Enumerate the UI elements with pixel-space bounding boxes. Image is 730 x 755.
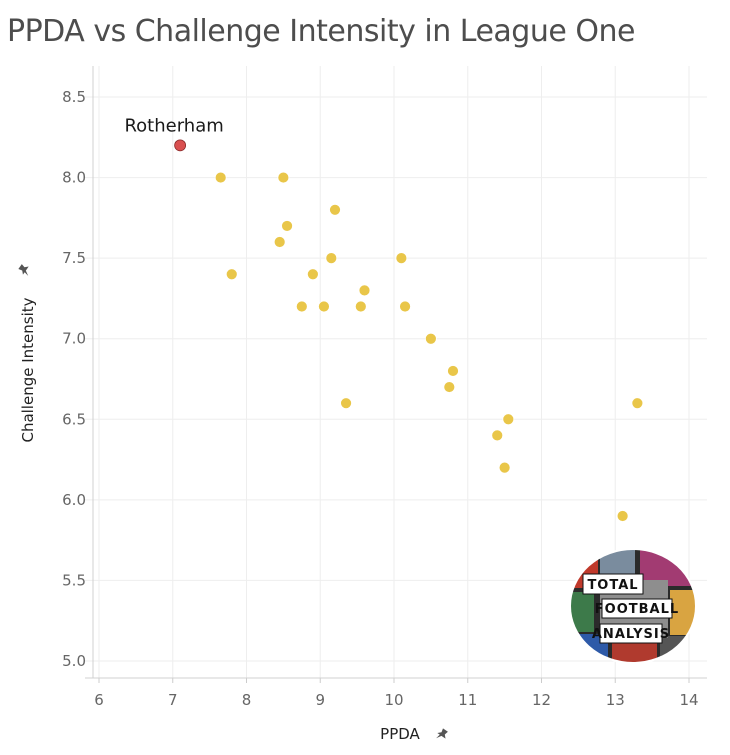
x-axis-pin-icon[interactable] [434, 727, 449, 743]
data-point[interactable] [306, 268, 319, 281]
x-tick-label: 10 [384, 691, 403, 709]
y-tick-label: 8.0 [62, 169, 86, 187]
x-tick-label: 12 [532, 691, 551, 709]
y-tick-label: 7.0 [62, 330, 86, 348]
x-tick-label: 11 [458, 691, 477, 709]
x-tick-label: 9 [315, 691, 325, 709]
data-point[interactable] [502, 413, 515, 426]
y-tick-label: 6.0 [62, 491, 86, 509]
y-tick-label: 5.5 [62, 571, 86, 589]
logo-line-2: FOOTBALL [595, 602, 679, 617]
y-tick-label: 8.5 [62, 88, 86, 106]
data-point[interactable] [273, 236, 286, 248]
y-tick-label: 5.0 [62, 652, 86, 670]
chart-title: PPDA vs Challenge Intensity in League On… [7, 14, 635, 49]
total-football-analysis-logo: TOTAL FOOTBALL ANALYSIS [569, 548, 697, 664]
x-tick-label: 7 [168, 691, 178, 709]
x-tick-label: 13 [606, 691, 625, 709]
data-point[interactable] [214, 171, 227, 184]
data-point[interactable] [498, 461, 511, 474]
x-tick-label: 14 [679, 691, 698, 709]
x-axis-title: PPDA [380, 725, 420, 743]
data-point[interactable] [340, 397, 352, 410]
gridlines [85, 66, 707, 678]
y-tick-label: 7.5 [62, 249, 86, 267]
x-tick-label: 8 [242, 691, 252, 709]
data-point[interactable] [295, 300, 308, 313]
highlight-point[interactable] [174, 139, 187, 152]
data-point[interactable] [616, 510, 629, 522]
logo-line-1: TOTAL [587, 578, 638, 593]
data-point[interactable] [325, 252, 338, 265]
data-points: Rotherham [124, 115, 644, 522]
data-point[interactable] [277, 171, 290, 184]
data-point[interactable] [631, 397, 644, 410]
data-point[interactable] [424, 332, 437, 345]
y-axis-pin-icon[interactable] [17, 262, 33, 277]
data-point[interactable] [491, 429, 504, 442]
data-point[interactable] [443, 381, 456, 393]
y-axis-title: Challenge Intensity [19, 297, 37, 442]
x-tick-label: 6 [94, 691, 104, 709]
logo-line-3: ANALYSIS [592, 627, 670, 642]
data-point[interactable] [395, 252, 408, 265]
tick-labels: 5.0 5.5 6.0 6.5 7.0 7.5 8.0 8.5 6 7 8 9 10 11 12 13 14 [62, 88, 698, 709]
data-point[interactable] [358, 284, 371, 297]
y-tick-label: 6.5 [62, 410, 86, 428]
data-point[interactable] [399, 300, 411, 313]
data-point[interactable] [354, 300, 367, 313]
data-point[interactable] [225, 268, 238, 281]
data-point[interactable] [281, 220, 293, 232]
data-point[interactable] [318, 300, 330, 313]
highlight-label: Rotherham [124, 115, 223, 136]
data-point[interactable] [447, 365, 459, 377]
axes [85, 66, 707, 683]
data-point[interactable] [329, 203, 341, 216]
